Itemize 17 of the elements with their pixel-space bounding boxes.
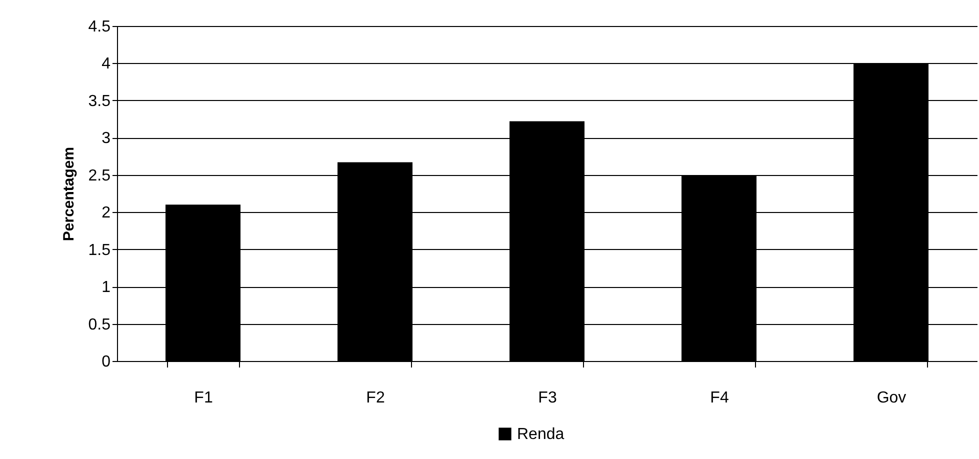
x-tick-label: Gov	[876, 390, 906, 406]
y-axis-title: Percentagem	[60, 146, 78, 242]
x-tick-label: F1	[194, 390, 213, 406]
y-tick-label: 2	[102, 204, 111, 222]
y-tick-label: 3	[102, 130, 111, 148]
y-tick-label: 4.5	[88, 18, 111, 36]
y-tick-label: 0	[102, 354, 111, 370]
x-tick-label: F2	[366, 390, 385, 406]
x-tick-label: F3	[538, 390, 557, 406]
legend-label: Renda	[517, 426, 564, 443]
y-tick-label: 3.5	[88, 92, 111, 110]
x-tick-label: F4	[710, 390, 729, 406]
y-tick-label: 4	[102, 56, 111, 73]
y-tick-label: 0.5	[88, 316, 111, 334]
y-tick-label: 2.5	[88, 167, 111, 184]
y-tick-label: 1	[102, 279, 111, 296]
y-tick-label: 1.5	[88, 242, 111, 259]
